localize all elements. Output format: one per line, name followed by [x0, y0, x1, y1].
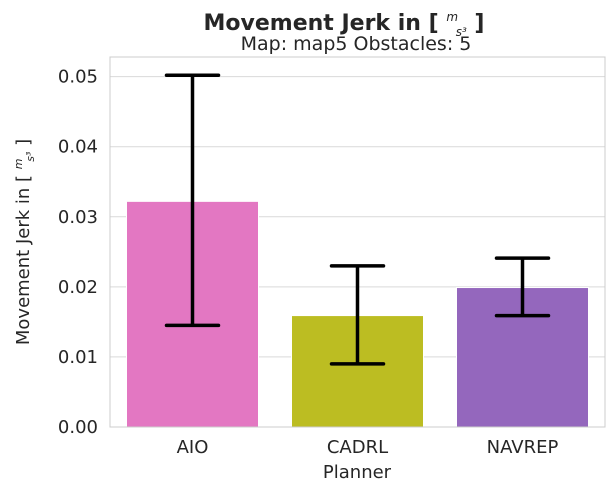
- chart-title: Movement Jerk in [ m s³ ]: [204, 2, 485, 42]
- y-tick-label: 0.05: [58, 67, 98, 88]
- plot-frame: [109, 56, 606, 428]
- y-axis-label-unit-denominator: s³: [24, 151, 37, 162]
- y-axis-label-unit-numerator: m: [12, 159, 25, 170]
- y-tick-label: 0.00: [58, 417, 98, 438]
- x-tick-label: AIO: [177, 437, 209, 458]
- y-tick-labels: 0.00 0.01 0.02 0.03 0.04 0.05: [58, 67, 98, 438]
- y-tick-label: 0.03: [58, 207, 98, 228]
- y-tick-label: 0.01: [58, 347, 98, 368]
- y-axis-label-prefix: Movement Jerk in [: [13, 175, 34, 345]
- chart-title-suffix: ]: [474, 11, 484, 36]
- x-axis-label: Planner: [323, 462, 392, 483]
- chart-subtitle: Map: map5 Obstacles: 5: [241, 33, 472, 55]
- y-axis-label: Movement Jerk in [ m s³ ]: [6, 139, 39, 345]
- chart-title-prefix: Movement Jerk in [: [204, 11, 439, 36]
- y-tick-label: 0.02: [58, 277, 98, 298]
- x-tick-label: NAVREP: [487, 437, 559, 458]
- y-axis-label-suffix: ]: [13, 139, 34, 146]
- error-bars: [164, 73, 551, 366]
- x-tick-label: CADRL: [327, 437, 388, 458]
- y-tick-label: 0.04: [58, 137, 98, 158]
- chart-title-unit-numerator: m: [446, 10, 458, 24]
- chart-title-unit-denominator: s³: [456, 25, 467, 39]
- x-tick-labels: AIO CADRL NAVREP: [177, 437, 559, 458]
